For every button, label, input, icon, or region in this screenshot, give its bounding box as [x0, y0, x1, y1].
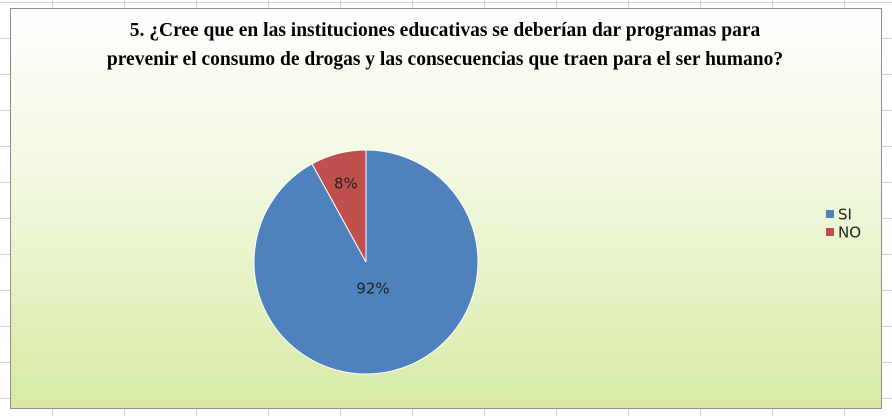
legend-label: NO	[838, 224, 861, 242]
data-label: 8%	[334, 174, 358, 192]
legend-swatch	[826, 210, 834, 218]
chart-title: 5. ¿Cree que en las instituciones educat…	[106, 20, 784, 70]
pie-slice	[311, 149, 367, 263]
legend-swatch	[826, 228, 834, 236]
data-label: 92%	[356, 280, 389, 298]
legend-label: SI	[838, 206, 852, 224]
